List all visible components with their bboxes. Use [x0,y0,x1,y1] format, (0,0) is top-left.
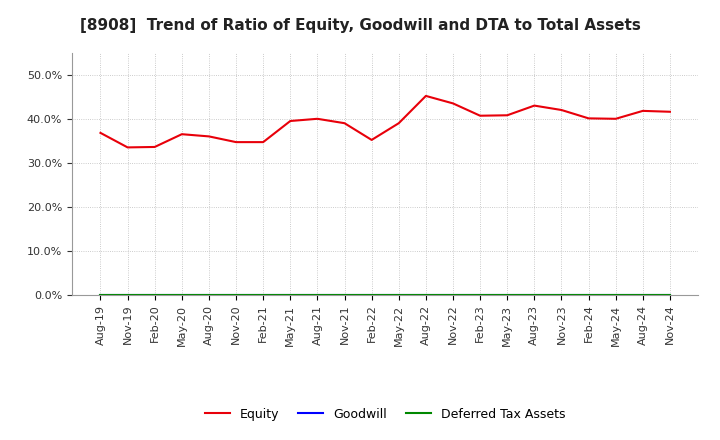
Goodwill [557,292,566,297]
Deferred Tax Assets [449,292,457,297]
Deferred Tax Assets [96,292,105,297]
Equity [421,93,430,99]
Deferred Tax Assets [639,292,647,297]
Goodwill [313,292,322,297]
Equity [449,101,457,106]
Goodwill [259,292,268,297]
Goodwill [503,292,511,297]
Deferred Tax Assets [530,292,539,297]
Equity [395,121,403,126]
Equity [259,139,268,145]
Deferred Tax Assets [611,292,620,297]
Deferred Tax Assets [557,292,566,297]
Equity [204,134,213,139]
Equity [584,116,593,121]
Goodwill [96,292,105,297]
Equity [639,108,647,114]
Deferred Tax Assets [259,292,268,297]
Deferred Tax Assets [665,292,674,297]
Equity [476,113,485,118]
Goodwill [476,292,485,297]
Equity [286,118,294,124]
Goodwill [530,292,539,297]
Deferred Tax Assets [341,292,349,297]
Deferred Tax Assets [421,292,430,297]
Equity [503,113,511,118]
Equity [530,103,539,108]
Equity [557,107,566,113]
Goodwill [286,292,294,297]
Deferred Tax Assets [150,292,159,297]
Equity [178,132,186,137]
Goodwill [341,292,349,297]
Goodwill [584,292,593,297]
Deferred Tax Assets [503,292,511,297]
Equity [313,116,322,121]
Deferred Tax Assets [476,292,485,297]
Equity [96,130,105,136]
Equity [232,139,240,145]
Line: Equity: Equity [101,96,670,147]
Equity [123,145,132,150]
Deferred Tax Assets [313,292,322,297]
Deferred Tax Assets [286,292,294,297]
Goodwill [204,292,213,297]
Deferred Tax Assets [584,292,593,297]
Deferred Tax Assets [395,292,403,297]
Legend: Equity, Goodwill, Deferred Tax Assets: Equity, Goodwill, Deferred Tax Assets [200,403,570,425]
Equity [611,116,620,121]
Deferred Tax Assets [367,292,376,297]
Goodwill [395,292,403,297]
Equity [367,137,376,143]
Goodwill [665,292,674,297]
Goodwill [639,292,647,297]
Deferred Tax Assets [232,292,240,297]
Deferred Tax Assets [123,292,132,297]
Text: [8908]  Trend of Ratio of Equity, Goodwill and DTA to Total Assets: [8908] Trend of Ratio of Equity, Goodwil… [80,18,640,33]
Goodwill [123,292,132,297]
Goodwill [178,292,186,297]
Goodwill [449,292,457,297]
Goodwill [232,292,240,297]
Equity [665,109,674,114]
Goodwill [611,292,620,297]
Goodwill [421,292,430,297]
Goodwill [150,292,159,297]
Deferred Tax Assets [178,292,186,297]
Equity [341,121,349,126]
Equity [150,144,159,150]
Deferred Tax Assets [204,292,213,297]
Goodwill [367,292,376,297]
